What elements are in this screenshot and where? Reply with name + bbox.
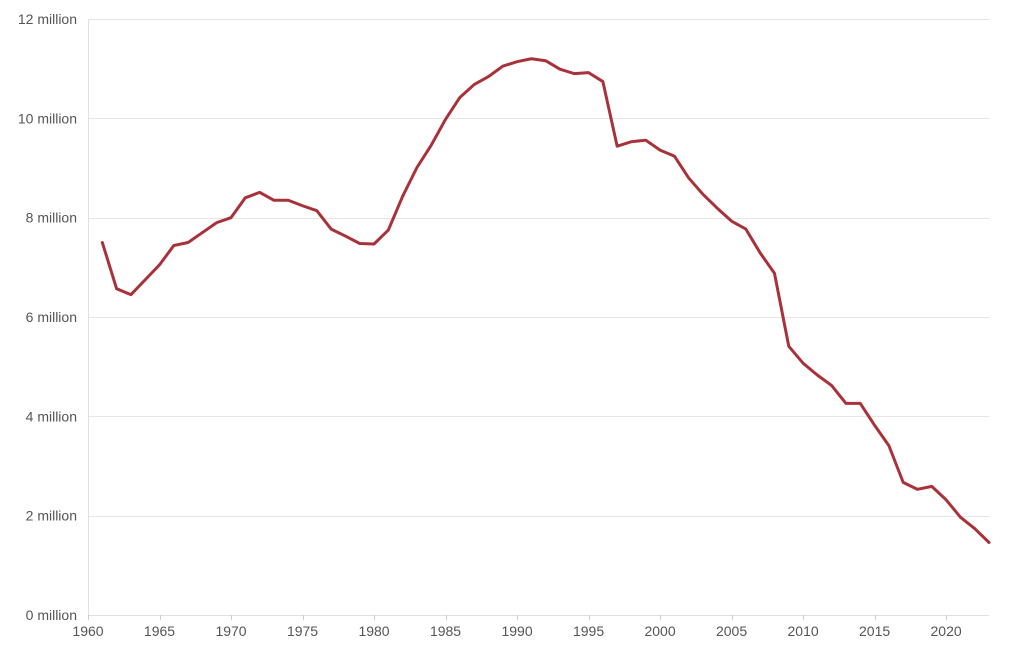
x-tick-label: 2020 — [931, 623, 962, 639]
x-tick-label: 2010 — [788, 623, 819, 639]
data-point — [401, 195, 404, 198]
x-tick-label: 2000 — [644, 623, 675, 639]
data-point — [415, 166, 418, 169]
data-point — [487, 75, 490, 78]
data-point — [587, 71, 590, 74]
data-point — [187, 241, 190, 244]
data-point — [844, 402, 847, 405]
data-point — [988, 541, 991, 544]
data-point — [759, 251, 762, 254]
y-tick-label: 4 million — [26, 408, 77, 424]
data-point — [444, 118, 447, 121]
data-point — [501, 65, 504, 68]
data-point — [945, 498, 948, 501]
x-tick-label: 1985 — [430, 623, 461, 639]
data-point — [244, 196, 247, 199]
data-point — [830, 384, 833, 387]
data-point — [859, 402, 862, 405]
y-tick-label: 2 million — [26, 508, 77, 524]
y-tick-label: 10 million — [18, 110, 77, 126]
data-point — [272, 199, 275, 202]
y-tick-label: 12 million — [18, 11, 77, 27]
data-point — [959, 516, 962, 519]
data-point — [787, 345, 790, 348]
data-point — [358, 242, 361, 245]
x-tick-label: 2005 — [716, 623, 747, 639]
y-tick-label: 6 million — [26, 309, 77, 325]
data-point — [516, 60, 519, 63]
data-point — [930, 485, 933, 488]
data-point — [558, 68, 561, 71]
data-point — [158, 263, 161, 266]
data-point — [973, 527, 976, 530]
data-point — [315, 209, 318, 212]
data-point — [902, 481, 905, 484]
data-point — [816, 374, 819, 377]
x-tick-label: 1990 — [501, 623, 532, 639]
data-point — [215, 221, 218, 224]
y-tick-label: 0 million — [26, 607, 77, 623]
data-point — [802, 362, 805, 365]
data-point — [716, 207, 719, 210]
data-point — [287, 199, 290, 202]
data-point — [230, 216, 233, 219]
data-point — [258, 191, 261, 194]
data-point — [644, 139, 647, 142]
data-point — [458, 96, 461, 99]
data-point — [101, 241, 104, 244]
data-point — [387, 229, 390, 232]
data-point — [115, 287, 118, 290]
series — [100, 57, 991, 544]
data-point — [344, 235, 347, 238]
data-point — [601, 80, 604, 83]
data-point — [701, 193, 704, 196]
x-tick-label: 1975 — [287, 623, 318, 639]
x-tick-label: 1980 — [358, 623, 389, 639]
data-point — [373, 242, 376, 245]
data-point — [616, 145, 619, 148]
x-tick-label: 1965 — [144, 623, 175, 639]
data-point — [330, 228, 333, 231]
data-point — [673, 155, 676, 158]
x-tick-label: 1970 — [215, 623, 246, 639]
gridlines — [88, 19, 989, 517]
axes: 0 million 2 million 4 million 6 million 8 mi… — [18, 11, 989, 639]
data-point — [172, 244, 175, 247]
data-point — [544, 59, 547, 62]
data-point — [573, 72, 576, 75]
y-tick-label: 8 million — [26, 210, 77, 226]
data-point — [530, 57, 533, 60]
data-point — [201, 231, 204, 234]
data-point — [129, 293, 132, 296]
series-line — [100, 57, 991, 544]
data-point — [301, 204, 304, 207]
data-point — [687, 176, 690, 179]
x-tick-label: 2015 — [859, 623, 890, 639]
x-tick-label: 1960 — [72, 623, 103, 639]
data-point — [659, 149, 662, 152]
data-point — [473, 83, 476, 86]
data-point — [630, 140, 633, 143]
data-point — [887, 444, 890, 447]
data-point — [873, 424, 876, 427]
data-point — [916, 488, 919, 491]
data-point — [144, 278, 147, 281]
data-point — [730, 220, 733, 223]
data-point — [773, 272, 776, 275]
data-point — [430, 144, 433, 147]
x-tick-label: 1995 — [573, 623, 604, 639]
data-point — [744, 228, 747, 231]
